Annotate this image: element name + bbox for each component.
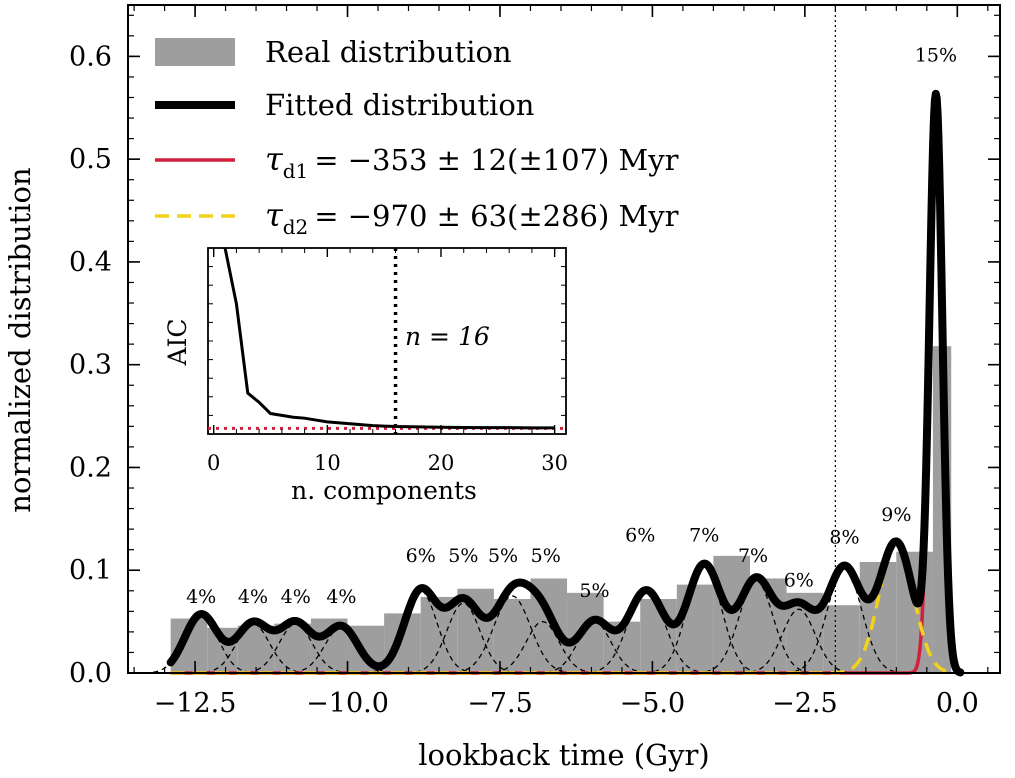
component-percentage-label: 5% (448, 545, 478, 567)
inset-frame (207, 247, 567, 435)
inset-aic-curve (223, 247, 555, 430)
y-axis-tick-labels: 0.0 0.1 0.2 0.3 0.4 0.5 0.6 (69, 41, 112, 689)
y-axis-label: normalized distribution (3, 167, 37, 512)
component-percentage-label: 5% (488, 545, 518, 567)
component-percentage-label: 4% (186, 586, 216, 608)
legend-real-distribution-label: Real distribution (265, 35, 512, 69)
histogram-bar (713, 555, 750, 673)
x-tick-label: −12.5 (154, 688, 237, 719)
inset-x-tick-label: 10 (314, 451, 341, 475)
histogram-bar (823, 605, 860, 673)
component-percentage-label: 7% (689, 524, 719, 546)
component-curve (354, 590, 487, 674)
y-tick-label: 0.3 (69, 350, 112, 381)
inset-aic-plot: 0 10 20 30 n = 16 n. components AIC (163, 247, 568, 505)
y-tick-label: 0.5 (69, 144, 112, 175)
y-tick-label: 0.0 (69, 658, 112, 689)
component-percentage-label: 6% (784, 570, 814, 592)
fitted-distribution-curve (166, 89, 965, 677)
component-curve (135, 613, 268, 674)
inset-x-tick-label: 30 (541, 451, 568, 475)
component-percentage-label: 7% (738, 545, 768, 567)
histogram-bars (170, 346, 952, 673)
inset-x-tick-label: 0 (207, 451, 220, 475)
histogram-bar (896, 551, 933, 673)
x-tick-label: −2.5 (772, 688, 838, 719)
x-tick-label: −5.0 (620, 688, 686, 719)
component-percentage-label: 9% (881, 504, 911, 526)
x-axis-tick-labels: −12.5 −10.0 −7.5 −5.0 −2.5 0.0 (154, 688, 979, 719)
component-percentage-label: 6% (625, 524, 655, 546)
component-percentage-label: 4% (238, 586, 268, 608)
x-axis-ticks (133, 5, 989, 673)
inset-x-ticks (208, 248, 566, 434)
legend-fitted-distribution-label: Fitted distribution (265, 88, 534, 122)
y-tick-label: 0.1 (69, 555, 112, 586)
x-axis-label: lookback time (Gyr) (418, 738, 710, 772)
inset-x-tick-label: 20 (428, 451, 455, 475)
component-percentage-label: 8% (829, 527, 859, 549)
x-tick-label: 0.0 (936, 688, 979, 719)
legend: Real distribution Fitted distribution τd… (155, 35, 679, 239)
x-tick-label: −7.5 (467, 688, 533, 719)
component-curve (397, 602, 530, 674)
inset-annotation: n = 16 (405, 322, 490, 351)
plot-frame (127, 4, 1001, 674)
inset-y-axis-label: AIC (163, 318, 192, 366)
component-curve (732, 608, 865, 674)
component-percentage-label: 4% (281, 586, 311, 608)
component-percentage-label: 4% (326, 586, 356, 608)
x-tick-label: −10.0 (306, 688, 389, 719)
legend-tau-d2-label: τd2 = −970 ± 63(±286) Myr (265, 196, 679, 239)
component-percentage-label: 5% (531, 545, 561, 567)
y-tick-label: 0.6 (69, 41, 112, 72)
legend-real-distribution-swatch (155, 38, 235, 66)
y-axis-ticks (128, 14, 1000, 674)
component-percentage-label: 15% (915, 45, 957, 67)
component-percentage-labels: 4% 4% 4% 4% 6% 5% 5% 5% 5% 6% 7% 7% 6% 8% 9% 15% (186, 45, 957, 609)
legend-tau-d1-label: τd1 = −353 ± 12(±107) Myr (265, 140, 679, 183)
y-tick-label: 0.4 (69, 247, 112, 278)
inset-x-axis-label: n. components (291, 476, 477, 505)
histogram-bar (676, 584, 714, 673)
component-percentage-label: 6% (406, 545, 436, 567)
inset-x-tick-labels: 0 10 20 30 (207, 451, 568, 475)
y-tick-label: 0.2 (69, 452, 112, 483)
component-percentage-label: 5% (579, 580, 609, 602)
